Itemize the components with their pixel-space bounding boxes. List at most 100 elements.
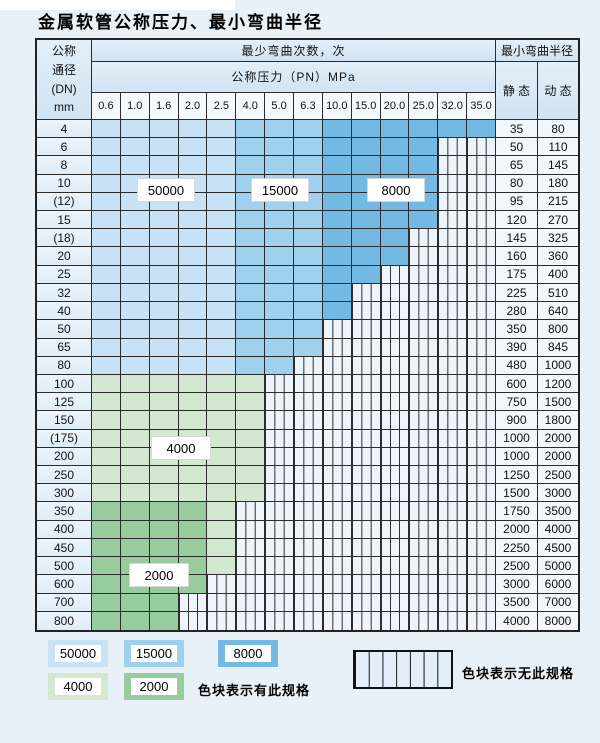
no-spec-cell (207, 593, 237, 612)
no-spec-cell (467, 611, 496, 630)
no-spec-cell (380, 393, 410, 412)
static-value-cell: 175 (496, 265, 538, 284)
no-spec-cell (351, 338, 381, 357)
dynamic-value-cell: 4000 (538, 520, 578, 539)
no-spec-cell (322, 393, 352, 412)
spec-cell-50000 (178, 120, 208, 139)
pressure-col-header: 2.5 (207, 93, 237, 120)
spec-cell-50000 (120, 247, 150, 266)
no-spec-cell (322, 611, 352, 630)
spec-cell-50000 (178, 283, 208, 303)
dn-cell: 10 (37, 174, 92, 193)
no-spec-cell (322, 593, 352, 612)
spec-cell-50000 (149, 283, 179, 303)
spec-cell-4000 (178, 411, 208, 430)
spec-cell-4000 (236, 484, 266, 503)
spec-cell-8000 (322, 265, 352, 284)
spec-cell-2000 (92, 611, 121, 630)
dn-cell: 15 (37, 211, 92, 230)
spec-cell-2000 (92, 520, 121, 539)
no-spec-cell (178, 593, 208, 612)
spec-cell-15000 (265, 338, 294, 357)
static-value-cell: 1500 (496, 484, 538, 503)
no-spec-cell (409, 538, 439, 558)
no-spec-cell (409, 429, 439, 448)
static-value-cell: 350 (496, 320, 538, 339)
no-spec-cell (409, 283, 439, 303)
no-spec-cell (467, 138, 496, 157)
spec-cell-4000 (92, 429, 121, 448)
spec-cell-50000 (149, 138, 179, 157)
dn-cell: 40 (37, 302, 92, 321)
spec-cell-4000 (236, 466, 266, 485)
no-spec-cell (236, 575, 266, 594)
dynamic-value-cell: 1800 (538, 411, 578, 430)
no-spec-cell (409, 484, 439, 503)
dynamic-value-cell: 3500 (538, 502, 578, 521)
no-spec-cell (351, 447, 381, 467)
spec-cell-8000 (322, 120, 352, 139)
dn-cell: 600 (37, 575, 92, 594)
spec-cell-2000 (120, 520, 150, 539)
no-spec-cell (467, 447, 496, 467)
no-spec-cell (351, 411, 381, 430)
no-spec-cell (322, 411, 352, 430)
dn-cell: 250 (37, 466, 92, 485)
dn-cell: (18) (37, 229, 92, 248)
spec-cell-4000 (207, 393, 237, 412)
no-spec-cell (380, 502, 410, 521)
no-spec-cell (467, 593, 496, 612)
no-spec-cell (294, 520, 323, 539)
dynamic-value-cell: 180 (538, 174, 578, 193)
spec-cell-50000 (178, 302, 208, 321)
no-spec-cell (294, 447, 323, 467)
spec-cell-50000 (120, 356, 150, 375)
spec-cell-4000 (120, 374, 150, 394)
no-spec-cell (438, 174, 468, 193)
spec-cell-50000 (92, 302, 121, 321)
dynamic-value-cell: 8000 (538, 611, 578, 630)
dn-cell: (175) (37, 429, 92, 448)
spec-cell-8000 (322, 138, 352, 157)
spec-cell-50000 (120, 120, 150, 139)
spec-cell-50000 (149, 247, 179, 266)
no-spec-cell (265, 557, 294, 576)
no-spec-cell (322, 502, 352, 521)
no-spec-cell (467, 520, 496, 539)
spec-cell-50000 (207, 265, 237, 284)
spec-cell-15000 (236, 356, 266, 375)
spec-cell-50000 (207, 138, 237, 157)
spec-cell-15000 (294, 156, 323, 175)
spec-cell-4000 (207, 466, 237, 485)
spec-cell-4000 (149, 393, 179, 412)
spec-cell-4000 (207, 502, 237, 521)
dn-cell: 300 (37, 484, 92, 503)
no-spec-cell (409, 575, 439, 594)
dynamic-value-cell: 4500 (538, 538, 578, 558)
no-spec-cell (236, 538, 266, 558)
static-value-cell: 600 (496, 374, 538, 394)
dn-cell: 400 (37, 520, 92, 539)
bend-times-header: 最少弯曲次数，次 (92, 40, 496, 62)
spec-cell-15000 (265, 302, 294, 321)
dn-cell: 6 (37, 138, 92, 157)
no-spec-cell (294, 575, 323, 594)
spec-cell-2000 (120, 593, 150, 612)
dn-cell: 700 (37, 593, 92, 612)
no-spec-cell (236, 557, 266, 576)
no-spec-cell (380, 538, 410, 558)
no-spec-cell (467, 156, 496, 175)
no-spec-cell (438, 374, 468, 394)
spec-cell-4000 (236, 447, 266, 467)
no-spec-cell (380, 283, 410, 303)
spec-cell-50000 (92, 156, 121, 175)
no-spec-cell (467, 192, 496, 212)
spec-cell-4000 (236, 374, 266, 394)
spec-cell-2000 (178, 520, 208, 539)
no-spec-cell (351, 429, 381, 448)
spec-cell-50000 (207, 356, 237, 375)
region-label-50000: 50000 (138, 179, 194, 201)
no-spec-cell (236, 611, 266, 630)
no-spec-cell (438, 265, 468, 284)
static-value-cell: 280 (496, 302, 538, 321)
